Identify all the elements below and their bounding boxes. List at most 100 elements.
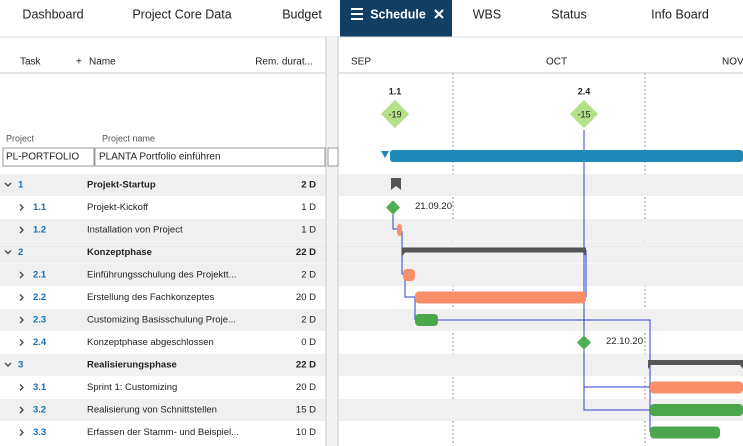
task-id: 2 <box>18 247 23 258</box>
task-duration: 10 D <box>296 427 316 438</box>
close-icon[interactable] <box>434 9 444 19</box>
row-shade <box>0 354 325 376</box>
task-bar <box>403 269 415 281</box>
menu-icon <box>351 8 363 20</box>
summary-bar <box>402 247 586 257</box>
task-duration: 2 D <box>301 270 316 281</box>
task-bar <box>650 404 743 416</box>
task-duration: 2 D <box>301 180 316 191</box>
task-duration: 15 D <box>296 405 316 416</box>
task-id: 1.1 <box>33 202 47 213</box>
expand-toggle[interactable] <box>19 406 24 414</box>
expand-toggle[interactable] <box>19 226 24 234</box>
project-label: Project name <box>102 133 155 143</box>
milestone-date: 22.10.20 <box>606 336 643 347</box>
row-shade <box>339 219 743 241</box>
expand-toggle[interactable] <box>19 316 24 324</box>
milestone-label: 2.4 <box>578 86 591 96</box>
task-bar <box>397 224 402 236</box>
task-name: Erstellung des Fachkonzeptes <box>87 292 215 303</box>
column-header: Name <box>89 57 116 68</box>
row-shade <box>0 399 325 421</box>
expand-toggle[interactable] <box>19 429 24 436</box>
task-name: Customizing Basisschulung Proje... <box>87 315 236 326</box>
task-id: 2.1 <box>33 270 47 281</box>
task-id: 3.3 <box>33 427 46 438</box>
expand-toggle[interactable] <box>19 294 24 301</box>
task-duration: 20 D <box>296 382 316 393</box>
task-id: 1.2 <box>33 225 46 236</box>
task-duration: 20 D <box>296 292 316 303</box>
task-name: Einführungsschulung des Projektt... <box>87 270 236 281</box>
task-name: Konzeptphase <box>87 247 152 258</box>
milestone-value: -19 <box>388 109 401 119</box>
task-name: Sprint 1: Customizing <box>87 382 177 393</box>
milestone-date: 21.09.20 <box>415 201 452 212</box>
milestone <box>385 200 401 215</box>
tab-label[interactable]: Info Board <box>651 7 709 21</box>
task-duration: 22 D <box>296 360 316 371</box>
task-name: Installation von Project <box>87 225 183 236</box>
expand-toggle[interactable] <box>4 182 12 187</box>
task-name: Projekt-Kickoff <box>87 202 148 213</box>
summary-flag <box>391 178 401 190</box>
tab-label[interactable]: WBS <box>473 7 501 21</box>
summary-bar <box>648 360 743 369</box>
month-label: OCT <box>546 57 567 68</box>
row-shade <box>339 399 743 421</box>
task-id: 2.4 <box>33 337 47 348</box>
expand-toggle[interactable] <box>19 339 24 346</box>
task-duration: 1 D <box>301 225 316 236</box>
tab-label[interactable]: Budget <box>282 7 322 21</box>
column-header: Rem. durat... <box>255 57 313 68</box>
task-duration: 2 D <box>301 315 316 326</box>
add-button[interactable]: + <box>76 57 82 68</box>
task-bar <box>415 291 586 304</box>
input-edge <box>327 147 339 167</box>
task-id: 3 <box>18 360 23 371</box>
task-bar <box>415 314 438 326</box>
tab-label[interactable]: Status <box>551 7 586 21</box>
project-id-input[interactable] <box>2 147 95 167</box>
milestone-diamond <box>569 99 599 129</box>
task-bar <box>650 426 720 439</box>
project-bar <box>390 150 743 162</box>
row-shade <box>339 264 743 286</box>
splitter[interactable] <box>325 37 339 446</box>
expand-toggle[interactable] <box>19 204 24 211</box>
row-shade <box>0 264 325 286</box>
month-label: NOV <box>722 57 743 68</box>
task-id: 2.3 <box>33 315 46 326</box>
milestone-label: 1.1 <box>389 86 402 96</box>
expand-toggle[interactable] <box>19 384 24 391</box>
expand-toggle[interactable] <box>4 362 12 367</box>
project-marker <box>381 151 389 158</box>
tab-label[interactable]: Dashboard <box>22 7 83 21</box>
project-label: Project <box>6 133 35 143</box>
task-duration: 1 D <box>301 202 316 213</box>
task-id: 3.1 <box>33 382 47 393</box>
project-name-input[interactable] <box>94 147 326 167</box>
milestone-value: -15 <box>577 109 590 119</box>
task-name: Projekt-Startup <box>87 180 156 191</box>
row-shade <box>339 174 743 196</box>
dependency-lines <box>392 130 651 432</box>
tab-label[interactable]: Project Core Data <box>132 7 231 21</box>
row-shade <box>0 219 325 241</box>
project-name: PLANTA Portfolio einführen <box>99 152 221 163</box>
month-label: SEP <box>351 57 371 68</box>
expand-toggle[interactable] <box>4 250 12 255</box>
row-shade <box>0 174 325 196</box>
row-shade <box>0 309 325 331</box>
task-name: Realisierung von Schnittstellen <box>87 405 217 416</box>
task-id: 2.2 <box>33 292 46 303</box>
row-shade <box>0 241 325 264</box>
task-name: Konzeptphase abgeschlossen <box>87 337 214 348</box>
task-name: Erfassen der Stamm- und Beispiel... <box>87 427 239 438</box>
project-id: PL-PORTFOLIO <box>6 152 79 163</box>
task-id: 1 <box>18 180 24 191</box>
tab-label[interactable]: Schedule <box>370 7 426 21</box>
expand-toggle[interactable] <box>19 271 24 279</box>
task-bar <box>650 381 743 394</box>
